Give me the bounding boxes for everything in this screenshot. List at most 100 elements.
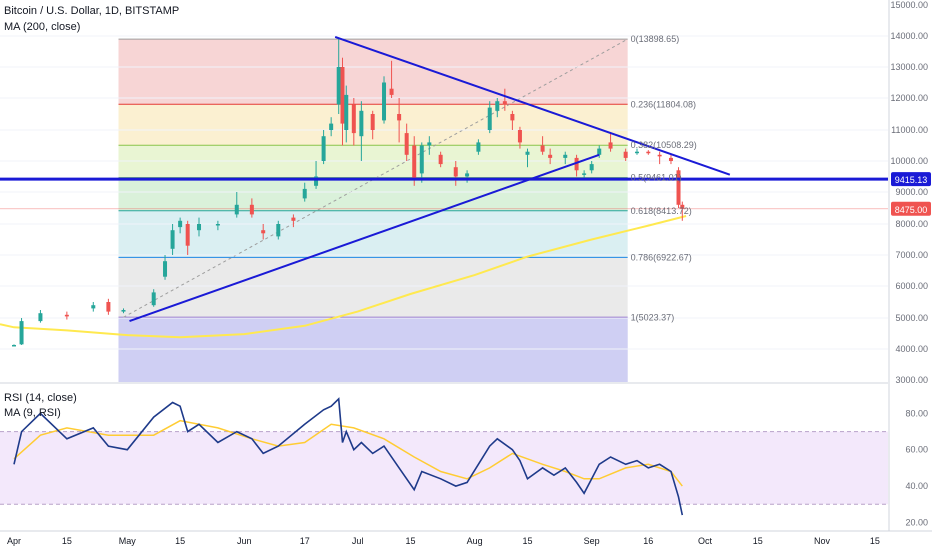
candle-body: [344, 94, 349, 130]
candle-body: [608, 142, 613, 149]
candle-body: [329, 123, 334, 130]
candle: [329, 117, 334, 137]
level-badge-text: 9415.13: [895, 175, 928, 185]
candle-body: [170, 230, 175, 249]
candle: [261, 224, 266, 240]
candle: [215, 220, 220, 231]
price-axis-bg: [889, 0, 932, 550]
candle: [676, 167, 681, 208]
time-tick-label: 15: [175, 536, 185, 546]
candle: [389, 60, 394, 98]
price-tick-label: 11000.00: [891, 125, 928, 135]
candle: [336, 39, 341, 114]
candle-body: [185, 224, 190, 246]
price-tick-label: 15000.00: [890, 0, 928, 10]
fib-label: 0.382(10508.29): [631, 140, 697, 150]
candle-body: [517, 130, 522, 143]
candle: [589, 161, 594, 174]
ma-indicator-label[interactable]: MA (200, close): [4, 21, 81, 33]
candle-body: [276, 224, 281, 237]
candle: [163, 255, 168, 280]
candle-body: [563, 154, 568, 158]
rsi-line: [13, 397, 684, 516]
trendlines-layer[interactable]: [0, 35, 888, 323]
candle-body: [397, 114, 402, 121]
last-price-badge[interactable]: [891, 201, 931, 216]
candle-body: [540, 145, 545, 152]
candle-body: [438, 154, 443, 165]
time-tick-label: Sep: [584, 536, 600, 546]
candle: [646, 150, 651, 155]
price-tick-label: 10000.00: [890, 156, 928, 166]
candle: [121, 308, 126, 314]
candle: [249, 198, 254, 218]
candle: [574, 154, 579, 177]
candle: [91, 302, 96, 312]
candle: [548, 148, 553, 165]
candle: [185, 220, 190, 255]
candle-body: [453, 167, 458, 177]
candle-body: [510, 114, 515, 121]
candle-body: [19, 321, 24, 345]
rsi-pane[interactable]: [0, 382, 888, 516]
candle-body: [321, 136, 326, 161]
candle: [170, 224, 175, 255]
candle: [344, 85, 349, 143]
candle-body: [163, 261, 168, 277]
candle-body: [389, 88, 394, 95]
candle-body: [574, 157, 579, 171]
candle: [495, 98, 500, 118]
time-tick-label: 15: [62, 536, 72, 546]
candle-body: [646, 151, 651, 154]
candle: [12, 344, 16, 347]
time-tick-label: 17: [300, 536, 310, 546]
rsi-indicator-label[interactable]: RSI (14, close): [4, 392, 77, 404]
candle: [314, 161, 319, 189]
time-tick-label: 15: [870, 536, 880, 546]
price-tick-label: 6000.00: [895, 281, 928, 291]
candle: [19, 318, 24, 345]
candle: [404, 123, 409, 161]
candle-body: [151, 292, 156, 306]
candle: [525, 148, 530, 168]
candle: [340, 57, 345, 146]
candle-body: [340, 67, 345, 124]
time-tick-label: Jun: [237, 536, 252, 546]
candle-body: [589, 164, 594, 171]
candle: [438, 151, 443, 168]
time-tick-label: 15: [753, 536, 763, 546]
candle-body: [597, 148, 602, 155]
candle: [487, 101, 492, 134]
price-tick-label: 8000.00: [895, 219, 928, 229]
candle: [370, 110, 375, 140]
candle: [351, 98, 356, 146]
time-tick-label: Nov: [814, 536, 831, 546]
candle-body: [314, 176, 319, 186]
symbol-title[interactable]: Bitcoin / U.S. Dollar, 1D, BITSTAMP: [4, 5, 180, 17]
level-badge[interactable]: [891, 172, 931, 187]
price-tick-label: 5000.00: [895, 313, 928, 323]
candle-body: [548, 154, 553, 158]
rsi-ma-indicator-label[interactable]: MA (9, RSI): [4, 407, 61, 419]
price-tick-label: 7000.00: [895, 250, 928, 260]
candle-body: [91, 305, 96, 309]
candle-body: [476, 142, 481, 152]
candle-body: [121, 310, 126, 312]
candle: [476, 139, 481, 155]
rsi-tick-label: 40.00: [905, 481, 928, 491]
candle-body: [465, 173, 470, 177]
time-tick-label: May: [119, 536, 137, 546]
rsi-tick-label: 60.00: [905, 445, 928, 455]
candle-body: [487, 107, 492, 130]
descending-trendline[interactable]: [334, 35, 731, 176]
rsi-tick-label: 20.00: [905, 517, 928, 527]
candle: [397, 98, 402, 143]
ascending-trendline[interactable]: [129, 153, 600, 323]
time-tick-label: Jul: [352, 536, 364, 546]
fib-zone-extension: [118, 317, 628, 382]
candle: [412, 136, 417, 186]
candle: [563, 151, 568, 165]
